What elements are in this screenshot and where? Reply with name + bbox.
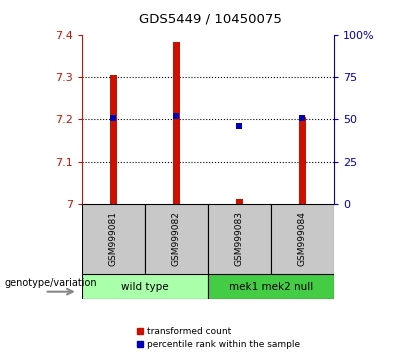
- Bar: [173, 42, 180, 204]
- Text: GDS5449 / 10450075: GDS5449 / 10450075: [139, 12, 281, 25]
- Bar: [208, 274, 334, 299]
- Bar: [82, 274, 208, 299]
- Text: GSM999084: GSM999084: [298, 211, 307, 267]
- Text: GSM999082: GSM999082: [172, 211, 181, 267]
- Bar: [271, 204, 334, 274]
- Legend: transformed count, percentile rank within the sample: transformed count, percentile rank withi…: [136, 327, 300, 349]
- Bar: [208, 204, 271, 274]
- Text: GSM999081: GSM999081: [109, 211, 118, 267]
- Bar: [110, 75, 117, 204]
- Bar: [82, 204, 145, 274]
- Text: mek1 mek2 null: mek1 mek2 null: [229, 282, 313, 292]
- Bar: [299, 118, 306, 204]
- Text: GSM999083: GSM999083: [235, 211, 244, 267]
- Text: wild type: wild type: [121, 282, 169, 292]
- Text: genotype/variation: genotype/variation: [4, 278, 97, 288]
- Bar: [145, 204, 208, 274]
- Bar: [236, 199, 243, 204]
